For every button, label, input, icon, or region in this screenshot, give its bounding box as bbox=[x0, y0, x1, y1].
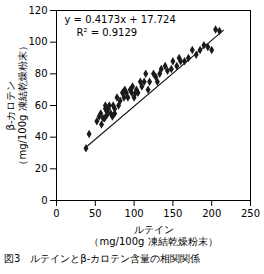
svg-text:40: 40 bbox=[35, 131, 48, 142]
svg-text:100: 100 bbox=[28, 36, 47, 47]
svg-text:60: 60 bbox=[35, 100, 48, 111]
svg-text:120: 120 bbox=[28, 5, 47, 16]
svg-text:200: 200 bbox=[202, 208, 221, 219]
svg-text:ルテイン（mg/100g 凍結乾燥粉末）: ルテイン（mg/100g 凍結乾燥粉末） bbox=[89, 224, 217, 247]
svg-text:0: 0 bbox=[41, 195, 47, 206]
svg-text:150: 150 bbox=[163, 208, 182, 219]
svg-text:R² = 0.9129: R² = 0.9129 bbox=[77, 27, 138, 38]
svg-text:20: 20 bbox=[35, 163, 48, 174]
svg-text:β-カロテン（mg/100g 凍結乾燥粉末）: β-カロテン（mg/100g 凍結乾燥粉末） bbox=[5, 41, 28, 169]
html-text:図3 ルテインとβ-カロテン含量の相関関係: 図3 ルテインとβ-カロテン含量の相関関係 bbox=[4, 253, 201, 264]
svg-text:100: 100 bbox=[125, 208, 144, 219]
svg-text:250: 250 bbox=[241, 208, 260, 219]
svg-text:y = 0.4173x + 17.724: y = 0.4173x + 17.724 bbox=[65, 14, 176, 25]
svg-text:50: 50 bbox=[89, 208, 102, 219]
svg-text:0: 0 bbox=[53, 208, 59, 219]
svg-text:80: 80 bbox=[35, 68, 48, 79]
